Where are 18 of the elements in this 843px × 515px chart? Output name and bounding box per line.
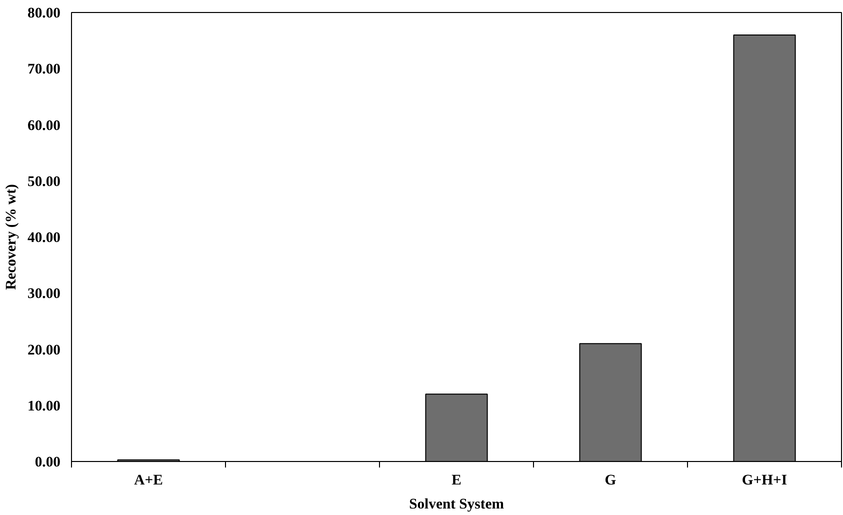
y-tick-label: 40.00 (28, 230, 61, 246)
x-tick-label: G (604, 472, 616, 488)
y-tick-label: 60.00 (28, 118, 61, 134)
y-tick-label: 20.00 (28, 342, 61, 358)
bar (425, 394, 488, 462)
y-tick-label: 50.00 (28, 174, 61, 190)
y-axis-title: Recovery (% wt) (4, 184, 20, 290)
bar (579, 343, 642, 462)
x-tick-label: A+E (134, 472, 164, 488)
x-tick-label: E (452, 472, 462, 488)
y-tick-label: 10.00 (28, 398, 61, 414)
y-tick-label: 0.00 (34, 454, 61, 470)
y-tick-label: 30.00 (28, 286, 61, 302)
x-tick-label: G+H+I (742, 472, 788, 488)
y-tick-label: 80.00 (28, 6, 61, 22)
x-axis-title: Solvent System (409, 496, 504, 512)
bar (733, 34, 796, 462)
y-tick-label: 70.00 (28, 62, 61, 78)
